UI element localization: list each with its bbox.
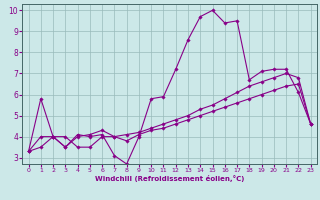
X-axis label: Windchill (Refroidissement éolien,°C): Windchill (Refroidissement éolien,°C) — [95, 175, 244, 182]
